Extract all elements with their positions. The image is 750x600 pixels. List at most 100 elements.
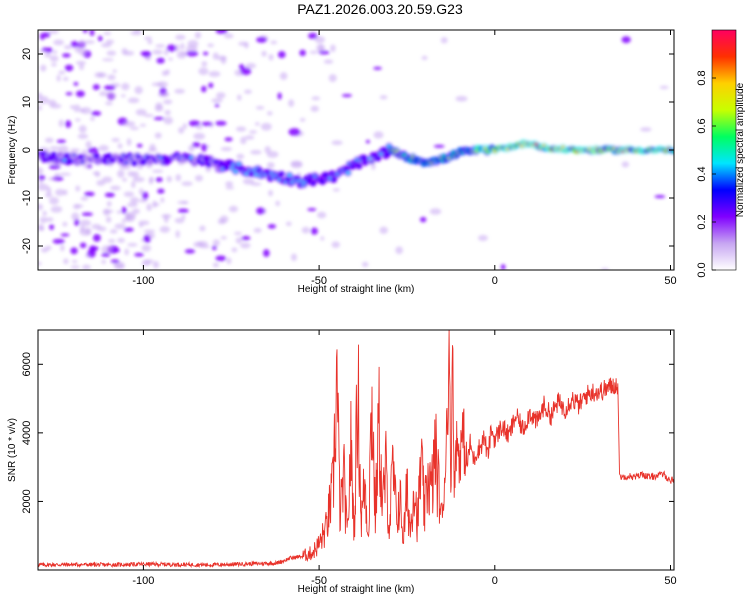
heatmap-cell xyxy=(138,188,144,195)
heatmap-cell xyxy=(123,50,135,56)
heatmap-cell xyxy=(385,153,390,156)
heatmap-cell xyxy=(52,238,65,244)
heatmap-cell xyxy=(70,265,80,269)
heatmap-cell xyxy=(84,40,95,44)
heatmap-cell xyxy=(132,161,137,165)
heatmap-cell xyxy=(90,246,100,251)
colorbar-frame xyxy=(711,29,737,271)
heatmap-cell xyxy=(141,160,147,164)
heatmap-cell xyxy=(175,230,180,238)
colorbar-tick-label: 0.6 xyxy=(696,118,708,133)
heatmap-cell xyxy=(84,254,90,258)
heatmap-cell xyxy=(217,55,227,61)
heatmap-cell xyxy=(225,181,234,187)
heatmap-y-tick-label: 0 xyxy=(21,147,33,153)
heatmap-cell xyxy=(78,125,87,133)
heatmap-cell xyxy=(611,147,616,150)
heatmap-cell xyxy=(146,203,152,212)
heatmap-cell xyxy=(143,235,149,242)
heatmap-cell xyxy=(77,133,89,139)
heatmap-cell xyxy=(134,86,143,95)
heatmap-cell xyxy=(201,85,207,93)
heatmap-x-axis-label: Height of straight line (km) xyxy=(298,284,415,295)
heatmap-cell xyxy=(186,50,199,57)
heatmap-cell xyxy=(81,149,88,156)
heatmap-cells xyxy=(38,30,674,270)
heatmap-cell xyxy=(102,209,114,214)
heatmap-cell xyxy=(64,64,74,72)
colorbar-tick-label: 0.8 xyxy=(696,70,708,85)
heatmap-cell xyxy=(275,200,280,207)
heatmap-cell xyxy=(106,201,112,207)
heatmap-cell xyxy=(121,218,126,224)
heatmap-cell xyxy=(440,37,448,44)
heatmap-cell xyxy=(211,98,223,103)
heatmap-cell xyxy=(38,167,44,175)
heatmap-cell xyxy=(263,249,270,258)
heatmap-cell xyxy=(151,169,164,173)
heatmap-cell xyxy=(123,191,135,197)
heatmap-cell xyxy=(373,131,384,139)
chart-title: PAZ1.2026.003.20.59.G23 xyxy=(297,1,463,17)
heatmap-cell xyxy=(70,41,79,48)
heatmap-cell xyxy=(38,203,44,211)
heatmap-cell xyxy=(62,221,68,227)
heatmap-cell xyxy=(419,216,427,223)
heatmap-cell xyxy=(477,234,489,242)
heatmap-cell xyxy=(268,54,274,61)
heatmap-cell xyxy=(122,177,128,182)
heatmap-cell xyxy=(105,216,112,223)
heatmap-cell xyxy=(176,51,187,59)
heatmap-cell xyxy=(71,259,78,264)
heatmap-y-tick-label: 10 xyxy=(21,96,33,108)
heatmap-cell xyxy=(62,76,69,81)
heatmap-cell xyxy=(270,40,278,45)
heatmap-cell xyxy=(38,183,49,191)
heatmap-cell xyxy=(121,153,126,157)
heatmap-x-tick-label: -100 xyxy=(132,275,154,287)
heatmap-cell xyxy=(245,63,257,69)
heatmap-cell xyxy=(279,172,284,176)
heatmap-cell xyxy=(155,44,166,48)
heatmap-cell xyxy=(72,203,81,210)
heatmap-cell xyxy=(317,211,327,219)
heatmap-cell xyxy=(48,164,61,170)
heatmap-cell xyxy=(42,210,47,216)
heatmap-cell xyxy=(117,143,123,149)
heatmap-cell xyxy=(323,59,334,64)
heatmap-cell xyxy=(193,132,206,140)
colorbar-tick-label: 0.2 xyxy=(696,214,708,229)
heatmap-cell xyxy=(308,32,318,40)
heatmap-cell xyxy=(198,67,209,76)
heatmap-cell xyxy=(331,241,340,249)
heatmap-cell xyxy=(318,44,324,52)
heatmap-cell xyxy=(108,238,116,244)
heatmap-cell xyxy=(85,140,92,149)
heatmap-cell xyxy=(92,233,101,242)
heatmap-x-tick-label: 50 xyxy=(664,275,676,287)
heatmap-cell xyxy=(38,178,43,185)
heatmap-cell xyxy=(266,111,273,116)
heatmap-cell xyxy=(79,228,91,236)
heatmap-cell xyxy=(147,39,153,45)
snr-panel: -100 -50 0 50 2000 4000 6000 Height of straig… xyxy=(7,329,677,595)
heatmap-cell xyxy=(217,218,226,225)
heatmap-cell xyxy=(332,188,340,192)
heatmap-cell xyxy=(421,55,428,60)
heatmap-cell xyxy=(323,173,328,177)
snr-y-tick-label: 4000 xyxy=(21,421,33,445)
heatmap-cell xyxy=(299,117,306,122)
heatmap-x-tick-label: -50 xyxy=(311,275,327,287)
heatmap-cell xyxy=(54,172,60,178)
heatmap-cell xyxy=(318,50,330,55)
heatmap-cell xyxy=(211,245,217,251)
snr-series-line xyxy=(38,330,674,569)
heatmap-cell xyxy=(177,208,189,213)
heatmap-cell xyxy=(238,41,248,46)
heatmap-cell xyxy=(106,91,117,100)
heatmap-cell xyxy=(50,205,63,213)
heatmap-y-tick-label: 20 xyxy=(21,48,33,60)
heatmap-cell xyxy=(175,34,186,40)
heatmap-cell xyxy=(75,90,85,98)
heatmap-cell xyxy=(249,130,258,134)
